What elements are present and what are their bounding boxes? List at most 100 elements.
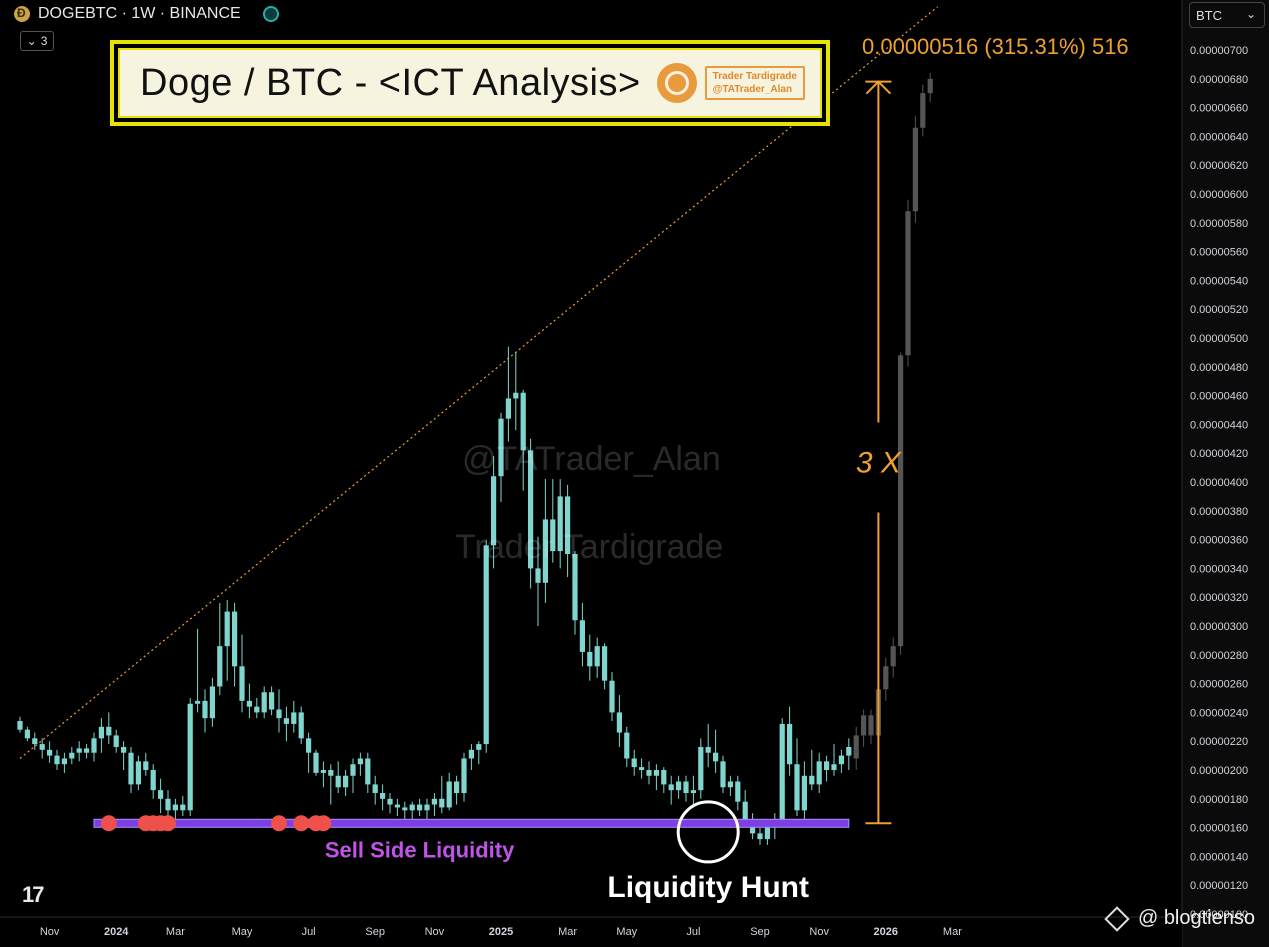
candle-body — [76, 748, 82, 753]
sell-side-liquidity-zone[interactable] — [93, 818, 850, 828]
credit-text: @ blogtienso — [1137, 907, 1255, 929]
liquidity-sweep-markers — [100, 815, 332, 832]
price-axis[interactable]: 0.00000700 0.00000680 0.00000660 0.00000640… — [1181, 0, 1269, 947]
candle — [809, 749, 815, 791]
candle-body — [54, 755, 60, 765]
candle-body — [794, 764, 800, 811]
candle-body — [372, 784, 378, 794]
time-tick-label: Nov — [425, 926, 445, 938]
price-tick-label: 0.00000700 — [1190, 45, 1248, 57]
candle — [787, 706, 793, 776]
projected-candle-body — [890, 646, 896, 667]
candle — [520, 389, 526, 491]
time-tick-label: Mar — [558, 926, 577, 938]
candle-body — [476, 744, 482, 750]
analysis-title: Doge / BTC - <ICT Analysis> — [140, 61, 641, 104]
price-tick-label: 0.00000660 — [1190, 103, 1248, 115]
candle-body — [135, 761, 141, 785]
liquidity-sweep-marker — [100, 815, 117, 832]
live-icon — [262, 6, 279, 22]
candle — [195, 628, 201, 713]
candle — [439, 775, 445, 814]
candle — [565, 484, 571, 578]
projected-candle-body — [905, 211, 911, 356]
candle — [528, 438, 534, 589]
candle — [602, 643, 608, 690]
time-tick-label: May — [232, 926, 253, 938]
price-tick-label: 0.00000320 — [1190, 592, 1248, 604]
candle-body — [394, 804, 400, 808]
candle-series — [17, 346, 852, 845]
watermark-handle: @TATrader_Alan — [462, 440, 721, 478]
price-tick-label: 0.00000160 — [1190, 823, 1248, 835]
candle — [394, 798, 400, 817]
indicator-toggle-button[interactable]: ⌄ 3 — [20, 31, 54, 51]
price-tick-label: 0.00000240 — [1190, 707, 1248, 719]
price-tick-label: 0.00000400 — [1190, 477, 1248, 489]
candle-body — [816, 761, 822, 785]
candle — [794, 738, 800, 817]
candle-body — [187, 703, 193, 811]
candle-body — [180, 804, 186, 811]
liquidity-sweep-marker — [160, 815, 176, 832]
candle — [343, 770, 349, 796]
candle-body — [150, 770, 156, 791]
candle-body — [417, 804, 423, 811]
candle-body — [824, 761, 830, 770]
candle-body — [609, 680, 615, 713]
projected-candle — [890, 637, 896, 678]
brand-name: Trader Tardigrade — [712, 71, 797, 82]
tradingview-logo-icon[interactable]: 17 — [22, 882, 45, 907]
candle — [172, 798, 178, 819]
candle — [276, 689, 282, 733]
candle-body — [17, 721, 23, 730]
candle — [676, 775, 682, 799]
candle-body — [631, 758, 637, 768]
candle-body — [779, 723, 785, 819]
candle — [698, 738, 704, 799]
price-tick-label: 0.00000180 — [1190, 794, 1248, 806]
liquidity-sweep-marker — [271, 815, 287, 832]
candle — [217, 602, 223, 696]
projected-candle — [868, 709, 874, 745]
candle — [468, 744, 474, 770]
candle — [454, 775, 460, 805]
candle — [483, 539, 489, 753]
candle — [690, 775, 696, 808]
candle-body — [424, 804, 430, 811]
symbol-label[interactable]: DOGEBTC · 1W · BINANCE — [38, 5, 241, 22]
candle-body — [757, 833, 763, 840]
candle-body — [24, 729, 30, 739]
candle-body — [39, 744, 45, 750]
candle — [84, 744, 90, 759]
candle-body — [565, 496, 571, 554]
analysis-title-banner: Doge / BTC - <ICT Analysis> Trader Tardi… — [110, 40, 830, 126]
price-tick-label: 0.00000260 — [1190, 679, 1248, 691]
candle — [831, 744, 837, 776]
candle — [579, 602, 585, 667]
measure-tool[interactable] — [865, 80, 892, 825]
candle-body — [409, 804, 415, 811]
time-tick-label: Mar — [943, 926, 962, 938]
candle-body — [505, 398, 511, 419]
candle — [143, 752, 149, 776]
candle — [816, 752, 822, 794]
currency-select[interactable]: BTC ⌄ — [1189, 2, 1265, 28]
time-axis[interactable]: Nov 2024 Mar May Jul Sep Nov 2025 Mar May Jul Sep No… — [0, 916, 1182, 947]
candle — [535, 536, 541, 626]
candle — [639, 758, 645, 779]
candle — [328, 764, 334, 805]
candle-body — [128, 752, 134, 785]
candle — [587, 634, 593, 681]
candle-body — [668, 784, 674, 791]
candle — [61, 752, 67, 773]
candle — [424, 798, 430, 819]
candle — [557, 479, 563, 569]
projected-candle — [898, 352, 904, 655]
candle — [631, 749, 637, 776]
candle-body — [380, 793, 386, 799]
candle-body — [269, 692, 275, 710]
candle-body — [291, 712, 297, 724]
watermark-brand: Trader Tardigrade — [455, 528, 724, 566]
